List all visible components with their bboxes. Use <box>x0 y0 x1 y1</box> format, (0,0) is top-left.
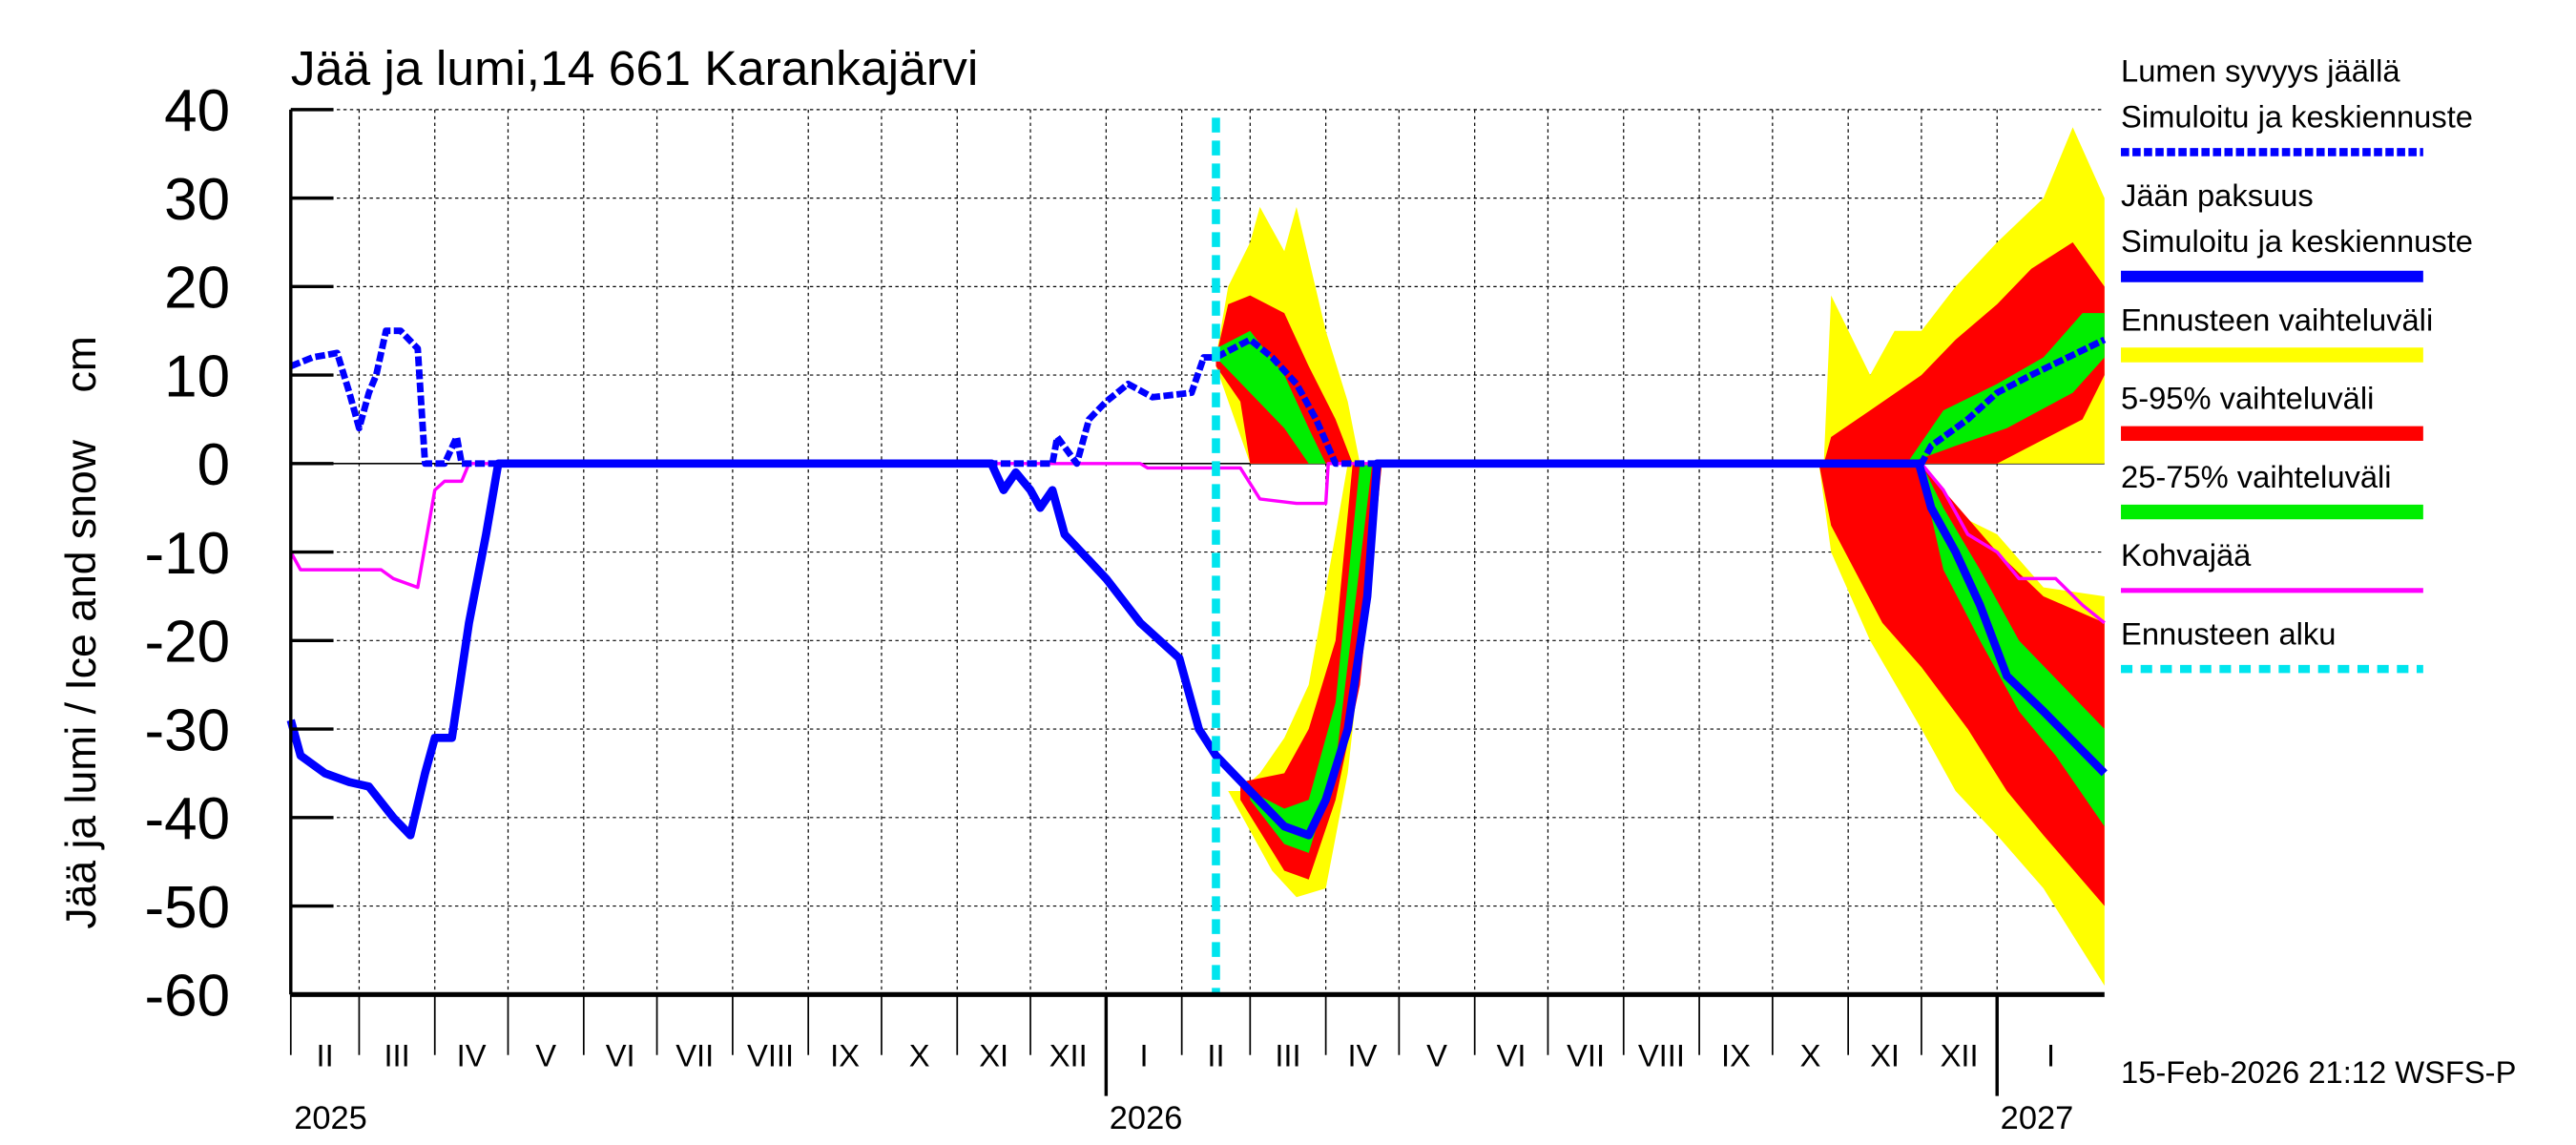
x-year-label: 2027 <box>2001 1100 2074 1136</box>
y-axis-label: Jää ja lumi / Ice and snow cm <box>58 336 105 929</box>
legend-label: 5-95% vaihteluväli <box>2121 381 2374 416</box>
x-year-label: 2025 <box>294 1100 367 1136</box>
x-month-label: IX <box>830 1038 860 1073</box>
y-tick-label: -10 <box>144 521 230 587</box>
y-tick-label: 10 <box>164 344 230 409</box>
y-tick-label: -40 <box>144 786 230 852</box>
legend-label: 25-75% vaihteluväli <box>2121 459 2392 494</box>
y-tick-label: 0 <box>197 432 230 498</box>
y-tick-label: 20 <box>164 256 230 322</box>
forecast-band <box>1240 463 1382 880</box>
forecast-band <box>1818 463 2105 906</box>
series-lines <box>286 117 2108 995</box>
x-month-label: XII <box>1941 1038 1979 1073</box>
x-month-label: VIII <box>747 1038 794 1073</box>
y-tick-label: -60 <box>144 964 230 1030</box>
timestamp: 15-Feb-2026 21:12 WSFS-P <box>2121 1054 2516 1090</box>
y-tick-label: -50 <box>144 875 230 941</box>
x-month-label: V <box>1426 1038 1447 1073</box>
x-month-label: XI <box>979 1038 1008 1073</box>
y-tick-label: -30 <box>144 697 230 763</box>
x-month-label: II <box>317 1038 334 1073</box>
x-month-label: XII <box>1049 1038 1088 1073</box>
snow-line <box>289 327 2107 468</box>
x-month-label: VI <box>606 1038 635 1073</box>
x-month-label: III <box>1275 1038 1300 1073</box>
legend-label: Simuloitu ja keskiennuste <box>2121 223 2473 259</box>
x-month-label: X <box>1800 1038 1821 1073</box>
x-month-label: VIII <box>1638 1038 1685 1073</box>
forecast-band <box>1250 463 1373 853</box>
x-month-label: IV <box>457 1038 487 1073</box>
x-month-label: IV <box>1348 1038 1378 1073</box>
legend-label: Lumen syvyys jäällä <box>2121 53 2400 89</box>
x-month-label: IX <box>1721 1038 1751 1073</box>
x-month-label: I <box>2046 1038 2055 1073</box>
legend-label: Jään paksuus <box>2121 177 2314 213</box>
forecast-bands <box>1215 127 2105 987</box>
y-tick-label: -20 <box>144 610 230 676</box>
y-tick-label: 40 <box>164 78 230 144</box>
kohva-line <box>289 462 2106 625</box>
x-month-label: III <box>384 1038 409 1073</box>
x-month-label: VII <box>1567 1038 1605 1073</box>
legend-label: Simuloitu ja keskiennuste <box>2121 99 2473 135</box>
x-month-label: V <box>535 1038 556 1073</box>
x-month-label: II <box>1207 1038 1224 1073</box>
chart-title: Jää ja lumi,14 661 Karankajärvi <box>291 40 979 95</box>
legend-label: Kohvajää <box>2121 537 2252 572</box>
y-tick-label: 30 <box>164 167 230 233</box>
forecast-band <box>1921 463 2105 827</box>
legend-label: Ennusteen vaihteluväli <box>2121 302 2433 337</box>
legend: Lumen syvyys jäällä Simuloitu ja keskienn… <box>2121 53 2473 674</box>
x-month-label: X <box>909 1038 930 1073</box>
legend-label: Ennusteen alku <box>2121 615 2336 651</box>
x-month-label: I <box>1139 1038 1148 1073</box>
x-month-label: XI <box>1870 1038 1900 1073</box>
x-month-label: VII <box>675 1038 714 1073</box>
forecast-band <box>1215 330 1326 464</box>
x-month-label: VI <box>1497 1038 1527 1073</box>
x-year-label: 2026 <box>1110 1100 1183 1136</box>
